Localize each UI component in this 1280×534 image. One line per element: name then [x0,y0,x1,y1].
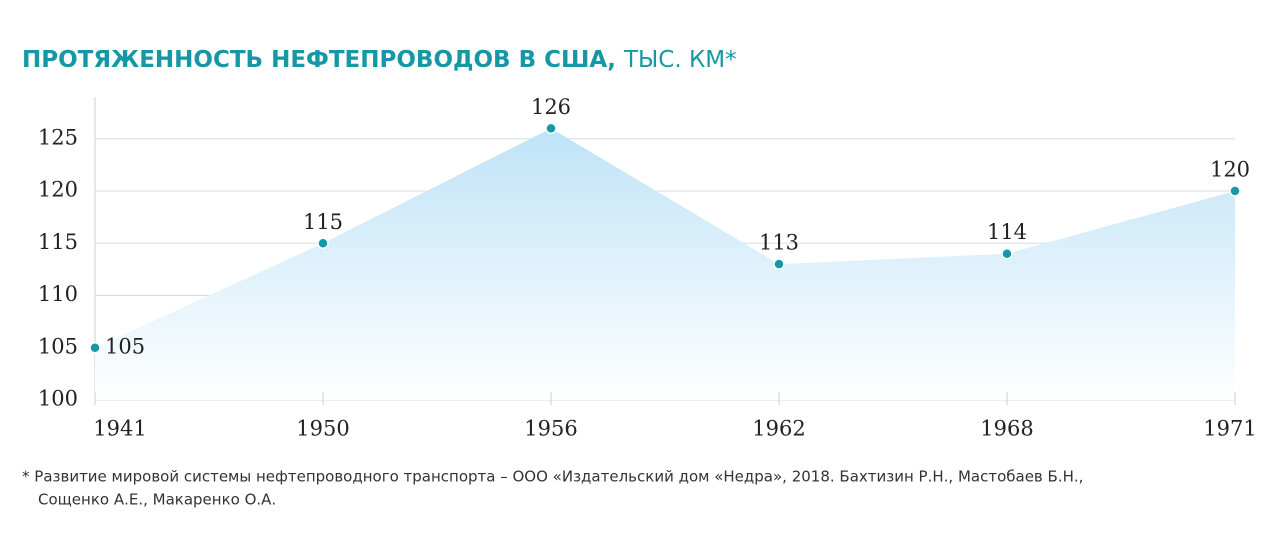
point [317,237,329,250]
y-tick-label: 100 [38,387,78,411]
area [95,128,1235,400]
x-tick-label: 1956 [524,417,577,441]
x-tick-label: 1971 [1203,417,1256,441]
y-tick-label: 110 [38,282,78,306]
data-label: 120 [1210,158,1250,182]
title-main: ПРОТЯЖЕННОСТЬ НЕФТЕПРОВОДОВ В США, [22,47,616,73]
x-tick-label: 1950 [296,417,349,441]
y-tick-label: 125 [38,125,78,149]
point [1229,185,1241,197]
chart-title: ПРОТЯЖЕННОСТЬ НЕФТЕПРОВОДОВ В США, ТЫС. К… [22,47,737,73]
data-label: 105 [105,334,145,358]
x-tick-label: 1962 [752,417,805,441]
y-tick-label: 115 [38,230,78,254]
data-label: 115 [303,210,343,234]
footnote: * Развитие мировой системы нефтепроводно… [22,468,1083,486]
x-tick-label: 1968 [980,417,1033,441]
point [89,342,101,354]
title-unit: ТЫС. КМ* [623,47,737,73]
data-label: 126 [531,95,571,119]
data-label: 113 [759,231,799,255]
data-label: 114 [987,220,1027,244]
point [1001,247,1013,260]
point [773,258,785,270]
x-tick-label: 1941 [93,417,146,441]
point [545,122,557,135]
y-tick-label: 105 [38,334,78,358]
footnote: Сощенко А.Е., Макаренко О.А. [38,491,276,509]
y-tick-label: 120 [38,178,78,202]
